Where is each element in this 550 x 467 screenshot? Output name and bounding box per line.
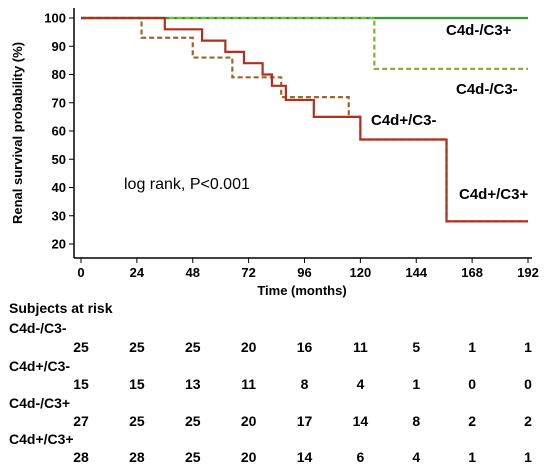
risk-count-cell: 1 xyxy=(524,449,532,465)
risk-count-cell: 14 xyxy=(352,413,369,429)
risk-count-cell: 14 xyxy=(296,449,313,465)
y-tick-label: 70 xyxy=(52,95,66,110)
risk-count-cell: 2 xyxy=(524,413,532,429)
risk-count-cell: 0 xyxy=(468,376,477,392)
risk-count-cell: 4 xyxy=(412,449,421,465)
y-tick-label: 100 xyxy=(44,11,66,26)
risk-count-cell: 20 xyxy=(240,339,257,355)
risk-count-cell: 0 xyxy=(524,376,532,392)
risk-count-cell: 25 xyxy=(129,339,145,355)
risk-count-cell: 2 xyxy=(468,413,477,429)
series-labels: C4d-/C3+ C4d-/C3- C4d+/C3- C4d+/C3+ xyxy=(371,22,528,203)
risk-count-cell: 11 xyxy=(241,376,257,392)
x-tick-label: 24 xyxy=(130,265,145,280)
risk-count-cell: 1 xyxy=(468,339,477,355)
x-tick-label: 192 xyxy=(517,265,539,280)
y-tick-label: 90 xyxy=(52,39,66,54)
risk-group-label: C4d+/C3+ xyxy=(9,431,74,447)
y-axis-title: Renal survival probability (%) xyxy=(10,42,25,224)
series-label-c4d-neg-c3-neg: C4d-/C3- xyxy=(456,81,518,98)
x-tick-label: 120 xyxy=(350,265,372,280)
risk-count-cell: 25 xyxy=(184,449,201,465)
axes xyxy=(73,8,532,259)
risk-group-label: C4d+/C3- xyxy=(9,358,71,374)
risk-count-cell: 17 xyxy=(296,413,313,429)
y-tick-label: 80 xyxy=(52,67,66,82)
risk-count-cell: 11 xyxy=(352,339,368,355)
risk-count-cell: 1 xyxy=(468,449,477,465)
x-tick-label: 0 xyxy=(77,265,84,280)
risk-count-cell: 27 xyxy=(73,413,89,429)
risk-count-cell: 16 xyxy=(296,339,313,355)
x-tick-label: 96 xyxy=(297,265,311,280)
risk-count-cell: 28 xyxy=(129,449,145,465)
survival-chart: 0 24 48 72 96 120 144 168 192 20 30 40 50 60 70 80 90 100… xyxy=(10,8,539,298)
x-tick-label: 168 xyxy=(461,265,483,280)
risk-count-cell: 15 xyxy=(129,376,145,392)
series-label-c4d-pos-c3-pos: C4d+/C3+ xyxy=(459,186,528,203)
y-tick-label: 30 xyxy=(52,208,66,223)
y-tick-label: 40 xyxy=(52,180,66,195)
x-tick-label: 144 xyxy=(405,265,427,280)
series-label-c4d-neg-c3-pos: C4d-/C3+ xyxy=(446,22,512,39)
risk-count-cell: 25 xyxy=(184,413,201,429)
tick-marks: 0 24 48 72 96 120 144 168 192 20 30 40 50 60 70 80 90 100 xyxy=(44,11,539,281)
y-tick-label: 50 xyxy=(52,152,66,167)
series-label-c4d-pos-c3-neg: C4d+/C3- xyxy=(371,112,436,129)
risk-count-cell: 20 xyxy=(240,413,257,429)
risk-count-cell: 4 xyxy=(356,376,365,392)
risk-count-cell: 20 xyxy=(240,449,257,465)
risk-count-cell: 1 xyxy=(412,376,421,392)
risk-count-cell: 28 xyxy=(73,449,89,465)
risk-count-cell: 8 xyxy=(412,413,421,429)
x-tick-label: 48 xyxy=(186,265,200,280)
x-tick-label: 72 xyxy=(241,265,255,280)
risk-count-cell: 5 xyxy=(412,339,421,355)
series-line-1 xyxy=(81,16,528,70)
risk-table-title: Subjects at risk xyxy=(9,300,113,316)
y-tick-label: 60 xyxy=(52,124,66,139)
risk-count-cell: 25 xyxy=(129,413,145,429)
risk-count-cell: 25 xyxy=(184,339,201,355)
risk-count-cell: 25 xyxy=(73,339,89,355)
risk-count-cell: 1 xyxy=(524,339,532,355)
risk-count-cell: 13 xyxy=(184,376,201,392)
risk-count-cell: 8 xyxy=(300,376,309,392)
log-rank-annotation: log rank, P<0.001 xyxy=(124,176,250,193)
risk-count-cell: 15 xyxy=(73,376,89,392)
series-lines xyxy=(81,16,528,223)
y-tick-label: 20 xyxy=(52,237,66,252)
series-line-3 xyxy=(81,16,528,223)
x-axis-title: Time (months) xyxy=(257,283,346,298)
risk-count-cell: 6 xyxy=(356,449,365,465)
risk-group-label: C4d-/C3+ xyxy=(9,395,71,411)
risk-group-label: C4d-/C3- xyxy=(9,320,67,336)
